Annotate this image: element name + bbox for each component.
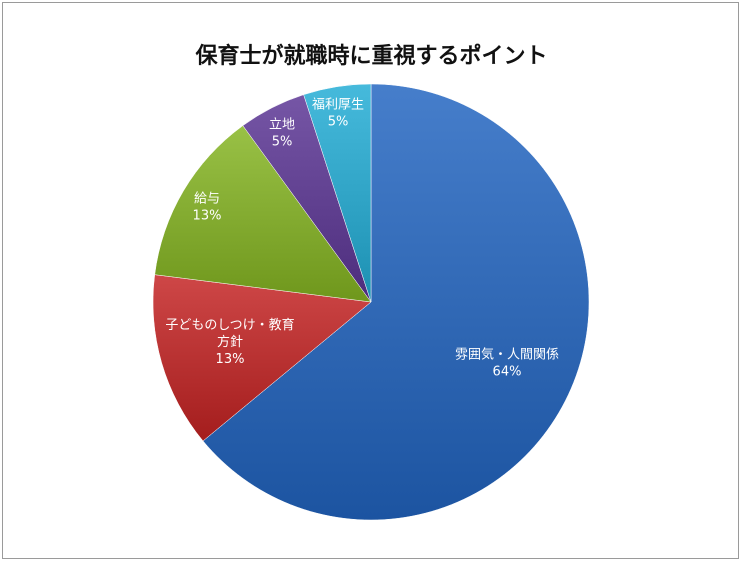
slice-salary <box>154 125 372 303</box>
slice-benefits-label: 福利厚生 5% <box>312 98 364 130</box>
slice-childcare-policy <box>152 274 372 442</box>
slice-childcare-policy-label: 子どものしつけ・教育方針 13% <box>165 317 294 367</box>
chart-title: 保育士が就職時に重視するポイント <box>195 44 548 69</box>
slice-atmosphere <box>202 83 590 521</box>
slice-salary-label: 給与 13% <box>193 192 222 224</box>
slice-location-label: 立地 5% <box>269 118 295 150</box>
slice-benefits <box>303 83 372 303</box>
slice-atmosphere-label: 雰囲気・人間関係 64% <box>455 347 559 380</box>
